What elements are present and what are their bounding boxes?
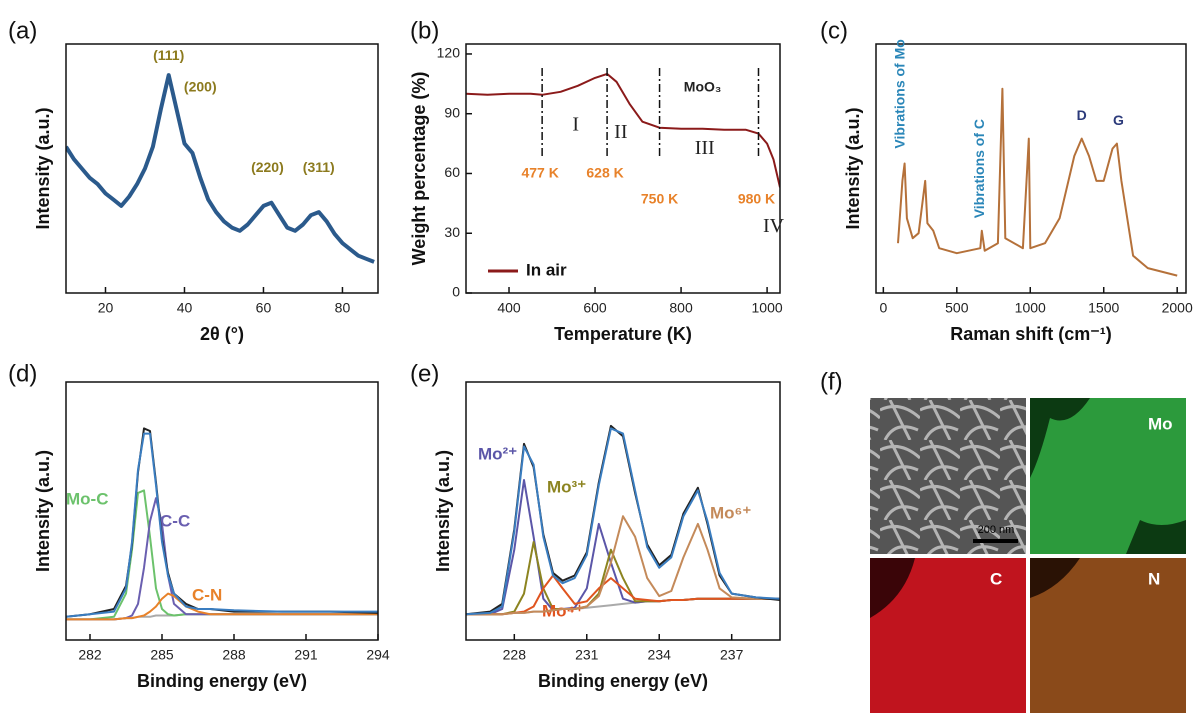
panel-label: (d) <box>8 360 37 387</box>
x-axis-label: Binding energy (eV) <box>137 671 307 691</box>
series-label: C-C <box>160 511 190 530</box>
annotation: (111) <box>153 47 184 63</box>
series-line <box>466 576 780 615</box>
annotation: III <box>695 137 715 159</box>
x-tick-label: 500 <box>945 300 969 316</box>
plot-frame <box>876 44 1186 293</box>
y-tick-label: 30 <box>444 224 460 240</box>
series-label: Mo⁶⁺ <box>710 503 751 522</box>
y-axis-label: Intensity (a.u.) <box>843 107 863 229</box>
y-tick-label: 120 <box>437 45 461 61</box>
annotation: (220) <box>251 159 284 175</box>
x-tick-label: 291 <box>294 647 318 663</box>
series-line <box>898 89 1177 276</box>
annotation: I <box>572 113 579 135</box>
annotation: II <box>614 121 627 143</box>
y-tick-label: 0 <box>452 284 460 300</box>
y-tick-label: 90 <box>444 104 460 120</box>
tile-label: Mo <box>1148 414 1173 433</box>
tile-label: C <box>990 569 1002 588</box>
y-tick-label: 60 <box>444 164 460 180</box>
image-panel: (f) 200 nm Mo C N <box>820 368 1186 713</box>
x-tick-label: 282 <box>78 647 102 663</box>
x-tick-label: 600 <box>583 300 607 316</box>
annotation: G <box>1113 112 1124 128</box>
x-axis-label: 2θ (°) <box>200 324 244 344</box>
x-tick-label: 60 <box>256 300 272 316</box>
y-axis-label: Intensity (a.u.) <box>33 107 53 229</box>
annotation: Vibrations of C <box>971 119 987 218</box>
x-tick-label: 20 <box>98 300 114 316</box>
y-axis-label: Intensity (a.u.) <box>33 450 53 572</box>
x-tick-label: 1000 <box>1015 300 1046 316</box>
x-tick-label: 2000 <box>1162 300 1193 316</box>
x-tick-label: 294 <box>366 647 390 663</box>
y-axis-label: Intensity (a.u.) <box>433 450 453 572</box>
panel-label: (b) <box>410 17 439 44</box>
marker-label: 980 K <box>738 191 775 207</box>
x-tick-label: 400 <box>497 300 521 316</box>
panel-label: (e) <box>410 360 439 387</box>
x-tick-label: 40 <box>177 300 193 316</box>
y-axis-label: Weight percentage (%) <box>409 72 429 266</box>
series-label: C-N <box>192 585 222 604</box>
legend-label: In air <box>526 260 567 279</box>
x-tick-label: 80 <box>335 300 351 316</box>
x-axis-label: Binding energy (eV) <box>538 671 708 691</box>
x-tick-label: 1000 <box>752 300 783 316</box>
scale-bar-label: 200 nm <box>978 524 1015 536</box>
x-tick-label: 228 <box>503 647 527 663</box>
x-axis-label: Temperature (K) <box>554 324 692 344</box>
series-label: Mo³⁺ <box>547 477 586 496</box>
annotation: D <box>1077 107 1087 123</box>
x-tick-label: 234 <box>648 647 672 663</box>
marker-label: 628 K <box>586 165 623 181</box>
annotation: MoO₃ <box>684 79 722 95</box>
panel-label: (f) <box>820 368 843 395</box>
x-tick-label: 237 <box>720 647 744 663</box>
x-tick-label: 0 <box>879 300 887 316</box>
annotation: (200) <box>184 78 217 94</box>
figure: (f) 200 nm Mo C N (a) 20 40 60 80 2θ (°) Inten… <box>0 0 1196 713</box>
x-axis-label: Raman shift (cm⁻¹) <box>950 324 1112 344</box>
x-tick-label: 288 <box>222 647 246 663</box>
x-tick-label: 800 <box>669 300 693 316</box>
series-label: Mo-C <box>66 489 108 508</box>
x-tick-label: 231 <box>575 647 599 663</box>
series-label: Mo²⁺ <box>478 444 517 463</box>
x-tick-label: 285 <box>150 647 174 663</box>
annotation: IV <box>763 215 785 237</box>
marker-label: 750 K <box>641 191 678 207</box>
annotation: Vibrations of Mo <box>892 39 908 148</box>
marker-label: 477 K <box>521 165 558 181</box>
annotation: (311) <box>303 159 335 175</box>
panel-label: (a) <box>8 17 37 44</box>
panel-label: (c) <box>820 17 848 44</box>
tile-label: N <box>1148 569 1160 588</box>
x-tick-label: 1500 <box>1088 300 1119 316</box>
